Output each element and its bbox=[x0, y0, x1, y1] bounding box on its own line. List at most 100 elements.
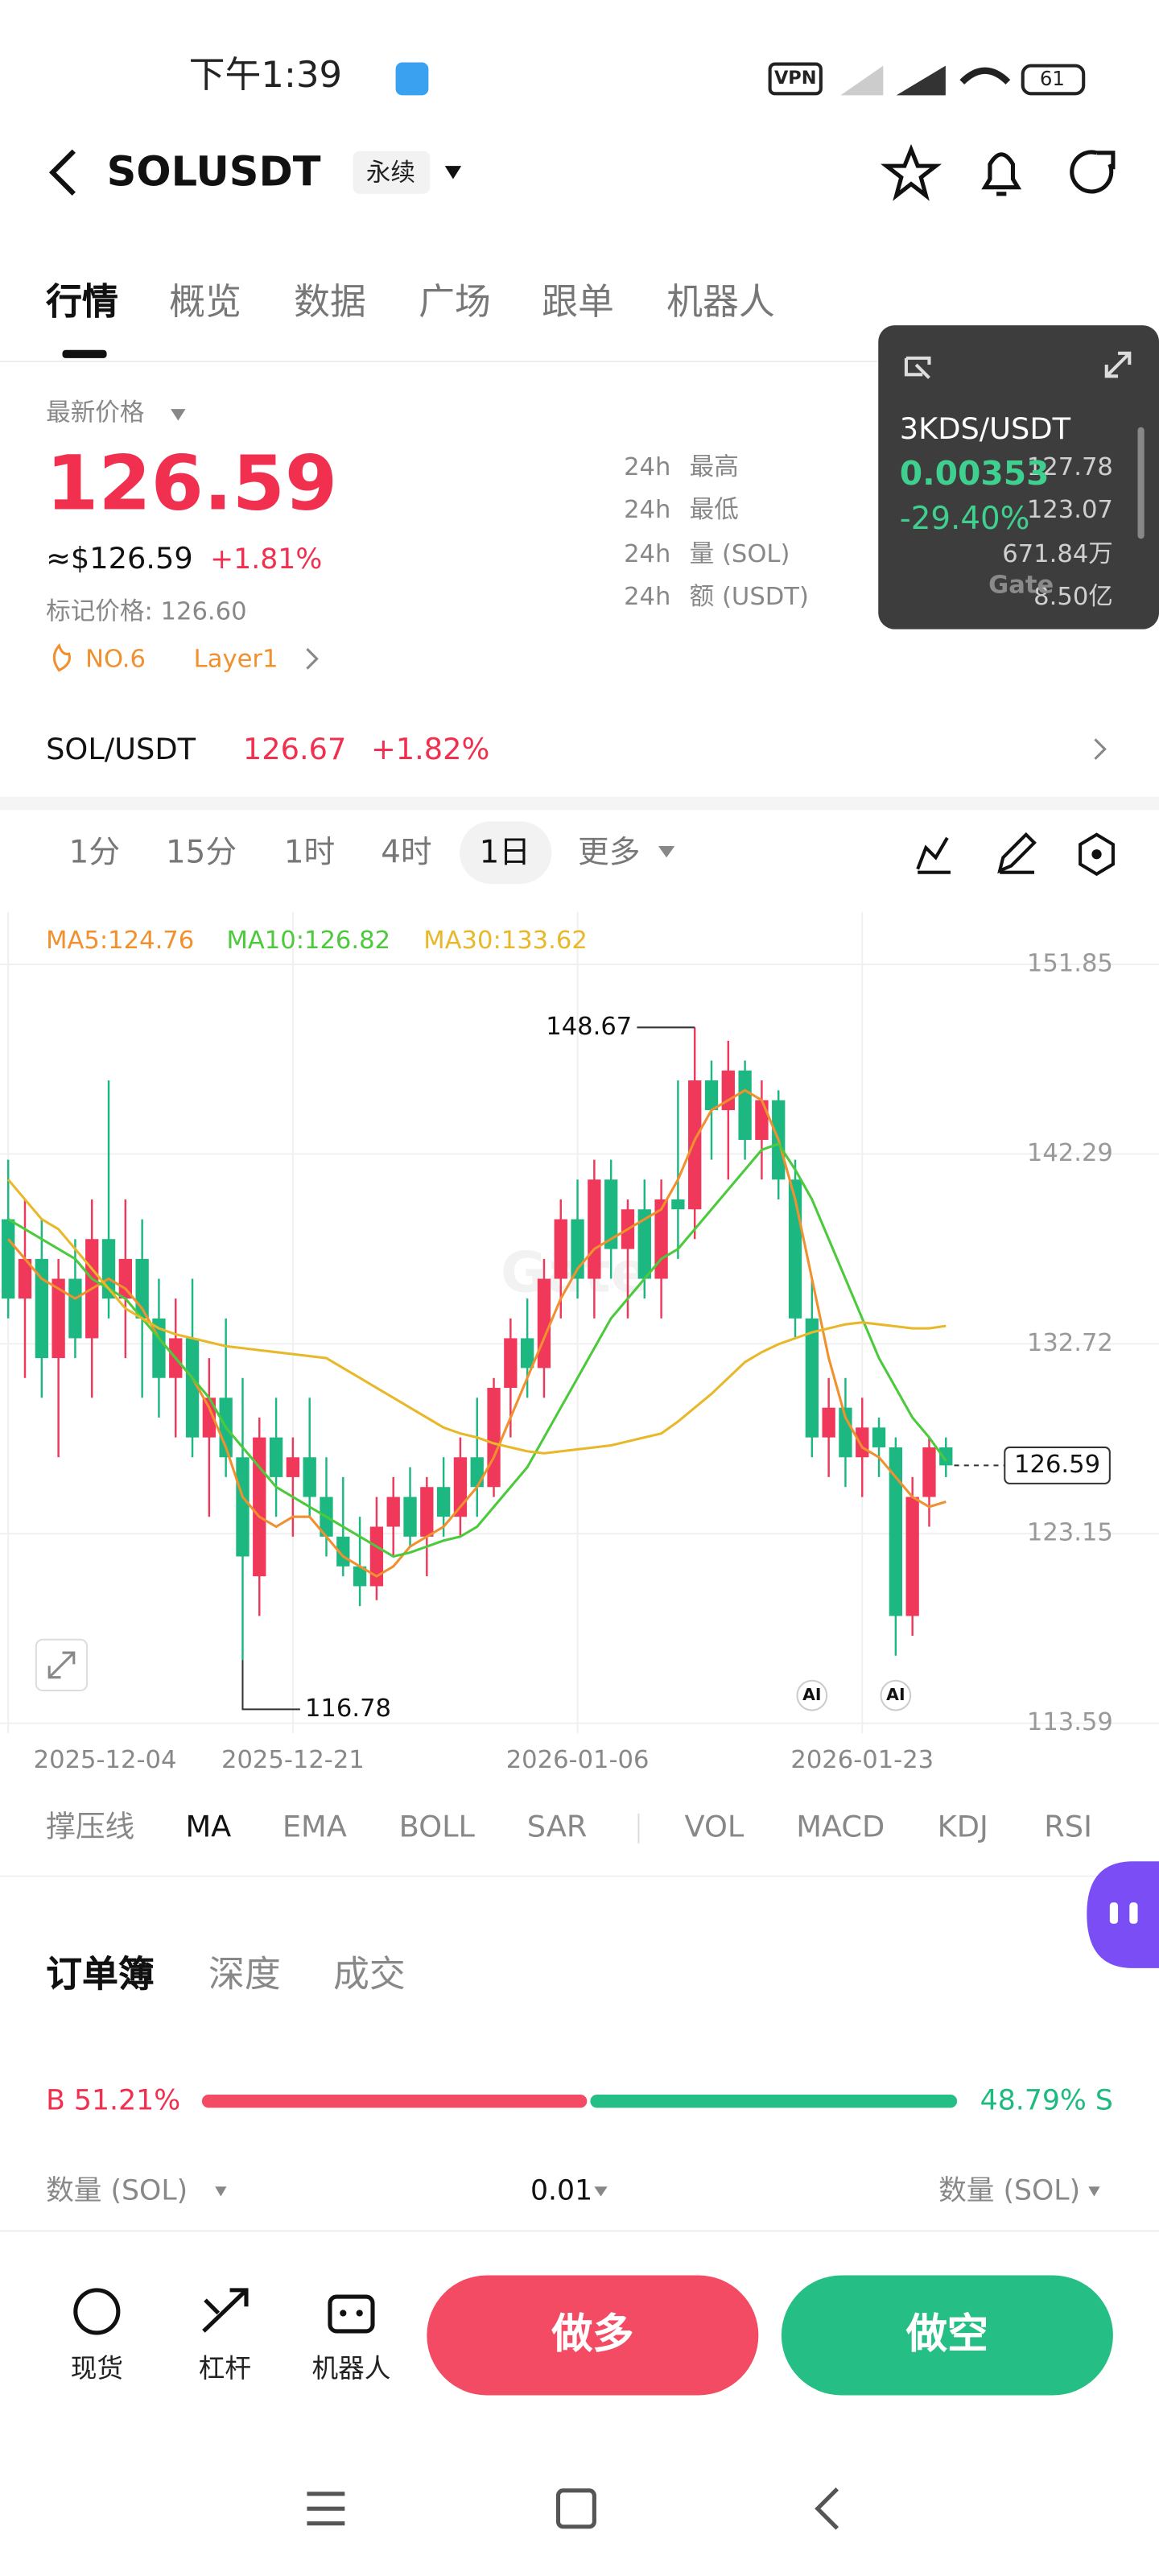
chevron[interactable] bbox=[1094, 738, 1107, 760]
orderbook-tab[interactable]: 订单簿 bbox=[46, 1955, 155, 1996]
candle-body bbox=[236, 1457, 250, 1557]
candle-body bbox=[939, 1447, 953, 1466]
tab[interactable]: 概览 bbox=[169, 282, 241, 324]
stat-prefix: 24h bbox=[624, 538, 671, 568]
tab[interactable]: 数据 bbox=[294, 282, 366, 324]
nav-label[interactable]: 杠杆 bbox=[198, 2352, 252, 2384]
indicator[interactable]: EMA bbox=[282, 1810, 347, 1846]
nav-menu[interactable] bbox=[307, 2491, 345, 2526]
interval[interactable]: 更多 bbox=[577, 833, 641, 870]
long-button[interactable] bbox=[427, 2275, 759, 2396]
favorite[interactable] bbox=[881, 143, 942, 201]
candle-body bbox=[52, 1278, 65, 1359]
candle-body bbox=[2, 1219, 15, 1299]
short-label[interactable]: 做空 bbox=[905, 2310, 988, 2359]
vpn: VPN bbox=[773, 68, 817, 90]
candle-body bbox=[403, 1496, 417, 1537]
column-header[interactable]: 数量 (SOL) bbox=[938, 2174, 1081, 2208]
share[interactable] bbox=[1070, 150, 1116, 194]
battery-level: 61 bbox=[1039, 67, 1066, 91]
stat-value: 8.50亿 bbox=[1033, 580, 1113, 611]
candle-body bbox=[721, 1070, 735, 1111]
back[interactable] bbox=[48, 149, 76, 196]
icon[interactable] bbox=[1104, 351, 1132, 378]
x-tick-label: 2025-12-04 bbox=[34, 1746, 177, 1774]
candle-body bbox=[905, 1496, 919, 1616]
icon[interactable] bbox=[904, 356, 931, 379]
candle-body bbox=[637, 1209, 651, 1279]
rank: NO.6 bbox=[85, 643, 146, 674]
candle-body bbox=[420, 1487, 434, 1537]
precision[interactable]: 0.01 bbox=[530, 2174, 593, 2208]
candle-body bbox=[436, 1487, 451, 1517]
signal bbox=[896, 65, 946, 96]
badge-bg bbox=[353, 151, 431, 194]
nav-back[interactable] bbox=[815, 2487, 839, 2530]
long-label[interactable]: 做多 bbox=[551, 2310, 634, 2359]
indicator-icon[interactable] bbox=[916, 836, 951, 874]
stat-label: 最高 bbox=[689, 451, 739, 481]
ma-line bbox=[7, 1142, 947, 1558]
y-tick-label: 113.59 bbox=[1027, 1708, 1113, 1736]
stat-label: 量 (SOL) bbox=[689, 538, 790, 568]
tab-indicator bbox=[62, 349, 107, 358]
orderbook-tab[interactable]: 成交 bbox=[333, 1955, 406, 1996]
assistant[interactable] bbox=[1087, 1861, 1159, 1968]
buy-bar bbox=[201, 2095, 588, 2108]
nav-label[interactable]: 现货 bbox=[70, 2352, 123, 2384]
candle-body bbox=[688, 1080, 702, 1210]
settings-icon bbox=[1091, 849, 1102, 860]
indicator[interactable]: MA bbox=[185, 1810, 232, 1846]
interval[interactable]: 4时 bbox=[381, 833, 432, 870]
nav-label[interactable]: 机器人 bbox=[311, 2352, 391, 2384]
candle-body bbox=[922, 1447, 936, 1497]
indicator[interactable]: RSI bbox=[1044, 1810, 1092, 1846]
spot-icon[interactable] bbox=[73, 2288, 121, 2335]
legend-entry: MA30:133.62 bbox=[423, 927, 588, 955]
short-button[interactable] bbox=[781, 2275, 1113, 2396]
candle-body bbox=[856, 1427, 869, 1458]
interval[interactable]: 1时 bbox=[283, 833, 336, 870]
indicator[interactable]: BOLL bbox=[398, 1810, 476, 1846]
indicator[interactable]: MACD bbox=[796, 1810, 885, 1846]
candle-body bbox=[671, 1199, 685, 1210]
sell-ratio: 48.79% S bbox=[980, 2084, 1113, 2117]
battery bbox=[1021, 64, 1086, 96]
flame bbox=[52, 642, 71, 672]
assistant bbox=[1109, 1902, 1119, 1924]
indicator[interactable]: VOL bbox=[684, 1810, 744, 1846]
tab[interactable]: 行情 bbox=[46, 282, 118, 324]
last-price-box bbox=[1004, 1446, 1111, 1484]
alert[interactable] bbox=[981, 152, 1022, 196]
tag[interactable]: Layer1 bbox=[193, 643, 278, 674]
tab[interactable]: 广场 bbox=[419, 282, 491, 324]
bot-icon[interactable] bbox=[328, 2294, 375, 2334]
badge: 永续 bbox=[365, 157, 416, 188]
last-price: 126.59 bbox=[46, 438, 338, 527]
expand-icon bbox=[47, 1651, 76, 1679]
interval-active-bg bbox=[460, 821, 552, 884]
interval[interactable]: 15分 bbox=[166, 833, 237, 870]
orderbook-tab[interactable]: 深度 bbox=[208, 1955, 281, 1996]
vpn-box bbox=[768, 62, 823, 96]
indicator[interactable]: KDJ bbox=[937, 1810, 988, 1846]
draw-icon[interactable] bbox=[997, 832, 1037, 874]
spot-pair[interactable]: SOL/USDT bbox=[46, 733, 196, 768]
indicator[interactable]: 撑压线 bbox=[46, 1810, 135, 1846]
interval[interactable]: 1日 bbox=[479, 833, 531, 870]
interval[interactable]: 1分 bbox=[68, 833, 121, 870]
float-window[interactable] bbox=[878, 325, 1159, 630]
tab[interactable]: 机器人 bbox=[666, 282, 775, 324]
indicator[interactable]: SAR bbox=[526, 1810, 588, 1846]
float-logo: Gate bbox=[988, 569, 1054, 600]
column-header[interactable]: 数量 (SOL) bbox=[46, 2174, 188, 2208]
settings-icon[interactable] bbox=[1079, 832, 1115, 877]
candle-body bbox=[185, 1338, 200, 1438]
ratio-bar bbox=[201, 2095, 958, 2108]
nav-home[interactable] bbox=[555, 2488, 596, 2529]
x-tick-label: 2025-12-21 bbox=[221, 1746, 365, 1774]
margin-icon[interactable] bbox=[202, 2288, 249, 2333]
tab[interactable]: 跟单 bbox=[542, 282, 614, 324]
stat-value: 671.84万 bbox=[1002, 538, 1113, 568]
candle-body bbox=[755, 1100, 769, 1141]
